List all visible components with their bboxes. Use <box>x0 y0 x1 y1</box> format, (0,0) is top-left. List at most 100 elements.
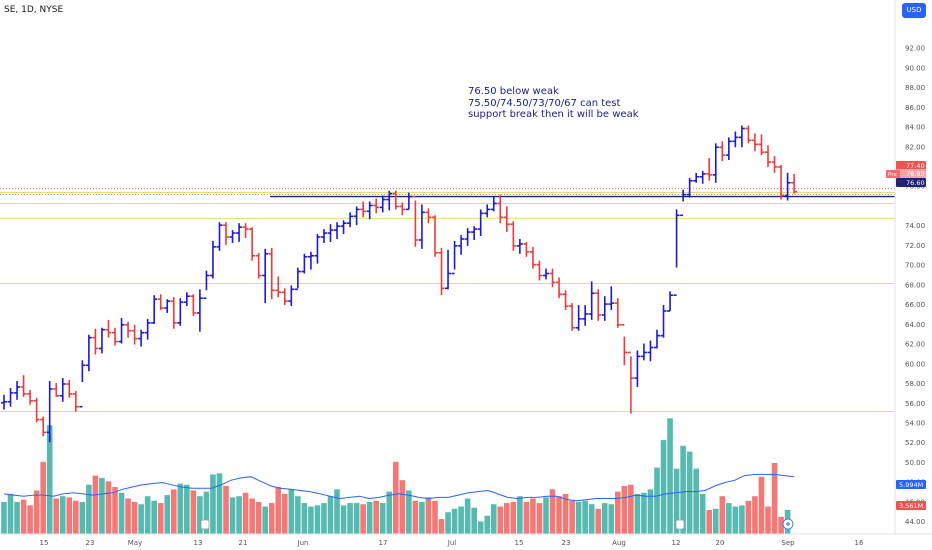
price-axis[interactable]: 92.0090.0088.0086.0084.0082.0080.0078.00… <box>886 0 932 550</box>
volume-bar <box>464 498 471 534</box>
volume-bar <box>275 487 282 534</box>
volume-bar <box>686 451 693 534</box>
volume-bar <box>184 484 190 534</box>
ohlc-bar <box>59 378 66 402</box>
ohlc-bar <box>451 240 458 275</box>
ohlc-bar <box>392 190 399 210</box>
volume-bar <box>706 509 713 534</box>
y-tick-label: 74.00 <box>905 222 925 230</box>
y-tick-label: 44.00 <box>905 518 925 526</box>
volume-bar <box>621 485 628 534</box>
volume-bar <box>170 489 177 534</box>
volume-ma-label-bg <box>896 480 926 489</box>
x-tick-label: 16 <box>855 539 864 547</box>
volume-bar <box>562 493 569 534</box>
volume-bar <box>471 507 477 534</box>
chart-annotation[interactable]: 76.50 below weak 75.50/74.50/73/70/67 ca… <box>468 86 639 121</box>
volume-bar <box>752 496 758 534</box>
volume-ma <box>3 473 795 502</box>
x-tick-label: 23 <box>86 539 95 547</box>
volume-bar <box>125 498 131 534</box>
time-axis[interactable]: 15 23 May 13 21 Jun 17 Jul 15 23 Aug 12 20 Sep 16 <box>0 518 932 547</box>
volume-bar <box>27 505 33 534</box>
volume-bar <box>673 468 680 534</box>
volume-bar <box>20 499 27 534</box>
volume-bar <box>373 500 380 534</box>
volume-bar <box>758 476 765 534</box>
ohlc-bar <box>425 208 432 224</box>
ohlc-bar <box>732 131 739 148</box>
volume-bar <box>778 516 784 534</box>
y-tick-label: 86.00 <box>905 104 925 112</box>
volume-bar <box>680 445 686 534</box>
currency-button[interactable]: USD <box>902 3 926 18</box>
ohlc-bar <box>673 209 680 297</box>
ohlc-bar <box>85 334 92 372</box>
ohlc-bar <box>549 268 556 288</box>
ohlc-bar <box>275 276 282 298</box>
ohlc-bar <box>621 324 628 366</box>
ohlc-bar <box>771 156 778 173</box>
volume-bar <box>523 501 530 534</box>
volume-bar <box>393 461 399 534</box>
x-tick-label: 12 <box>672 539 681 547</box>
ohlc-bar <box>490 196 497 212</box>
ohlc-bar <box>745 125 752 144</box>
ohlc-bar <box>183 292 190 307</box>
volume-bar <box>484 515 491 534</box>
ohlc-bar <box>588 281 595 320</box>
y-tick-label: 60.00 <box>905 360 925 368</box>
ohlc-bar <box>177 298 184 326</box>
volume-bar <box>79 501 86 534</box>
price-label-close: 77.40 <box>906 162 925 170</box>
volume-label-bg <box>896 501 926 510</box>
volume-bar <box>347 503 353 534</box>
ohlc-bar <box>112 327 119 346</box>
volume-bar <box>92 475 99 534</box>
ohlc-bar <box>72 390 79 412</box>
volume-bar <box>340 505 347 534</box>
volume-bar <box>301 503 308 534</box>
volume-bar <box>308 506 314 534</box>
price-bars <box>1 125 798 443</box>
ohlc-bar <box>314 234 321 264</box>
x-tick-label: 15 <box>40 539 49 547</box>
ohlc-bar <box>569 303 576 331</box>
y-tick-label: 90.00 <box>905 64 925 72</box>
ohlc-bar <box>640 343 647 361</box>
ohlc-bar <box>542 268 549 280</box>
ohlc-bar <box>556 277 563 299</box>
ohlc-bar <box>164 299 171 313</box>
volume-bar <box>654 467 660 534</box>
ohlc-bar <box>608 286 615 311</box>
ohlc-bar <box>1 394 7 410</box>
price-axis-bg <box>895 0 932 550</box>
ohlc-bar <box>138 329 145 347</box>
ohlc-bar <box>536 260 543 281</box>
volume-bar <box>771 462 778 534</box>
ohlc-bar <box>20 375 27 397</box>
ohlc-bar <box>209 240 216 279</box>
ohlc-bar <box>105 319 112 338</box>
volume-bar <box>118 492 125 534</box>
volume-bar <box>236 496 242 534</box>
volume-bar <box>490 504 497 534</box>
ohlc-bar <box>334 222 341 239</box>
volume-bar <box>732 506 739 534</box>
volume-bar <box>601 503 608 534</box>
volume-bar <box>223 485 229 534</box>
ohlc-bar <box>353 206 360 226</box>
ohlc-bar <box>203 270 210 299</box>
volume-bar <box>432 500 438 534</box>
ohlc-bar <box>706 158 713 181</box>
ohlc-bar <box>46 381 53 443</box>
ohlc-bar <box>686 177 693 198</box>
ohlc-bar <box>523 241 530 257</box>
ohlc-bar <box>438 247 445 296</box>
volume-bar <box>314 505 321 534</box>
volume-bar <box>86 484 92 534</box>
volume-bar <box>190 490 197 534</box>
volume-bar <box>419 501 425 534</box>
ohlc-bar <box>562 290 569 311</box>
